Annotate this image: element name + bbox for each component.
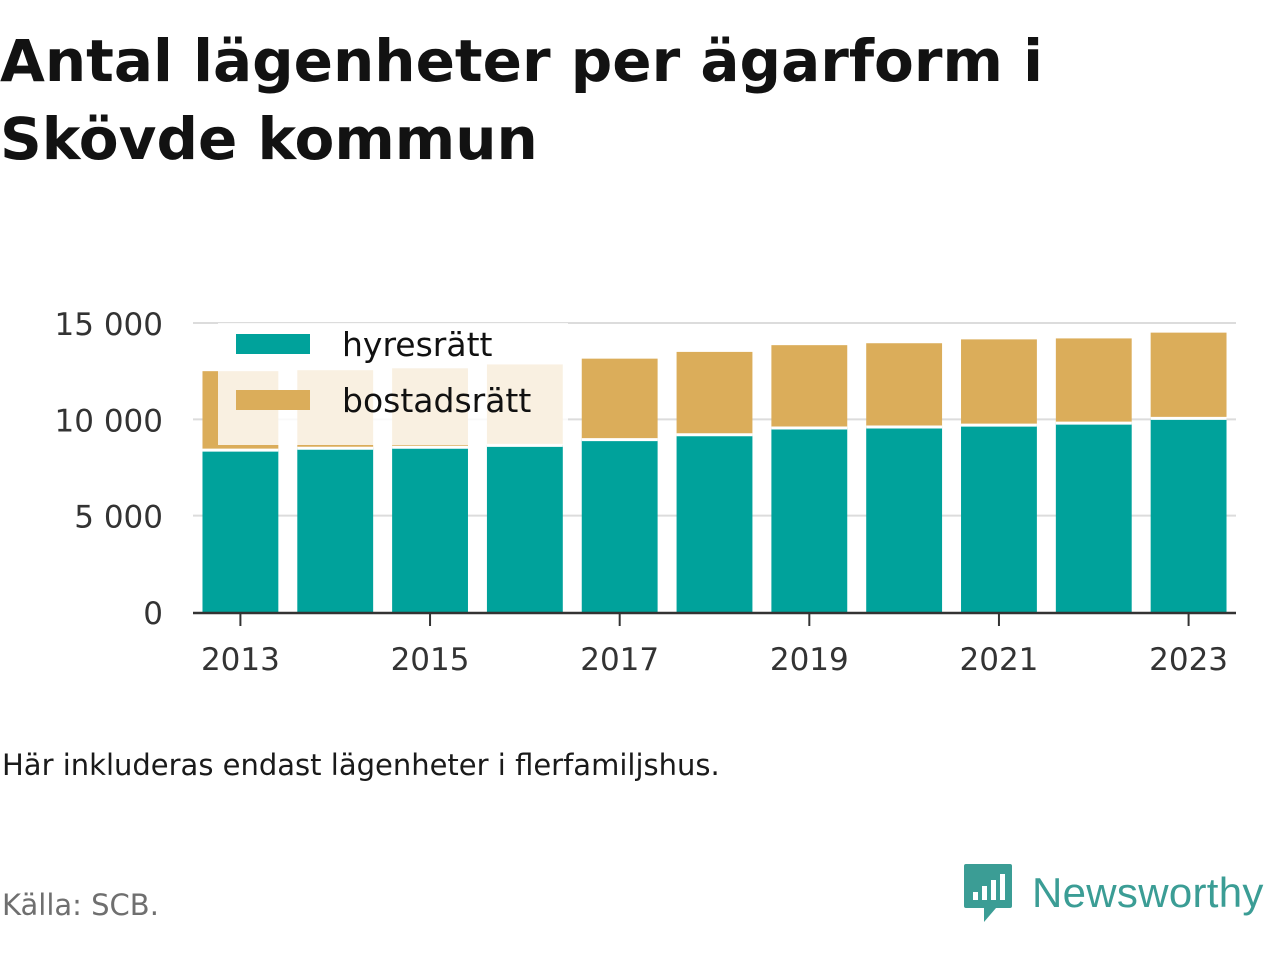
y-tick-label: 15 000 <box>55 307 163 343</box>
legend-label: hyresrätt <box>342 325 493 364</box>
bar-hyresratt <box>1055 423 1132 612</box>
bar-bostadsratt <box>581 358 658 440</box>
stacked-bar-chart: 0 5 000 10 000 15 000 2013 2015 2017 2019 2021 20… <box>55 307 1236 678</box>
y-tick-label: 5 000 <box>74 500 163 536</box>
chart-note: Här inkluderas endast lägenheter i flerf… <box>2 748 720 782</box>
bar-hyresratt <box>1150 418 1227 612</box>
legend-swatch <box>236 334 310 354</box>
brand-name: Newsworthy <box>1032 869 1264 916</box>
x-tick-label: 2015 <box>391 642 470 678</box>
bar-bostadsratt <box>771 345 848 429</box>
chart-title: Antal lägenheter per ägarform i Skövde k… <box>0 27 1044 173</box>
bar-bostadsratt <box>1055 338 1132 424</box>
brand-logo[interactable]: Newsworthy <box>962 862 1264 924</box>
bar-hyresratt <box>392 447 468 612</box>
bar-hyresratt <box>866 427 943 612</box>
newsworthy-logo-icon <box>964 864 1012 922</box>
bar-bostadsratt <box>866 343 943 428</box>
y-tick-label: 10 000 <box>55 403 163 439</box>
bar-hyresratt <box>676 434 753 612</box>
legend: hyresrätt bostadsrätt <box>218 323 568 445</box>
x-tick-label: 2023 <box>1149 642 1228 678</box>
x-tick-label: 2013 <box>201 642 280 678</box>
x-tick-label: 2017 <box>580 642 659 678</box>
x-tick-label: 2019 <box>770 642 849 678</box>
bar-hyresratt <box>581 439 658 612</box>
source-text: Källa: SCB. <box>2 888 159 922</box>
bar-bostadsratt <box>961 339 1037 426</box>
bar-hyresratt <box>961 425 1037 612</box>
bar-hyresratt <box>297 448 374 612</box>
legend-swatch <box>236 390 310 410</box>
bar-bostadsratt <box>1150 332 1227 419</box>
bar-hyresratt <box>486 445 563 612</box>
bar-hyresratt <box>771 428 848 612</box>
bar-bostadsratt <box>676 351 753 435</box>
bar-hyresratt <box>202 450 279 612</box>
y-tick-label: 0 <box>143 596 163 632</box>
legend-label: bostadsrätt <box>342 381 531 420</box>
x-tick-label: 2021 <box>960 642 1039 678</box>
